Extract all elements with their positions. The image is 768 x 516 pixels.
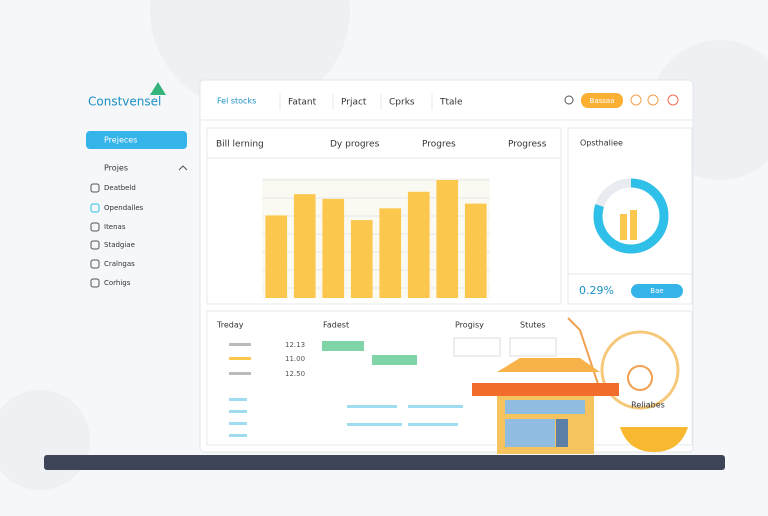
gantt-bar: [408, 405, 463, 408]
column-header: Progisy: [455, 321, 484, 330]
nav-item[interactable]: Deatbeld: [104, 184, 136, 192]
column-header: Stutes: [520, 321, 546, 330]
nav-icon: [90, 222, 100, 232]
gantt-bar: [322, 341, 364, 351]
bar: [322, 198, 345, 298]
row-value: 11.00: [285, 355, 305, 363]
gantt-bar: [347, 423, 402, 426]
bar: [379, 208, 402, 298]
nav-active-label[interactable]: Prejeces: [104, 136, 137, 145]
door: [556, 419, 568, 447]
nav-icon: [90, 259, 100, 269]
nav-item[interactable]: Itenas: [104, 223, 126, 231]
chart-tab[interactable]: Progres: [422, 140, 456, 150]
tab[interactable]: Prjact: [341, 98, 367, 108]
row-bar: [229, 398, 247, 401]
bar: [293, 194, 316, 298]
chart-tab[interactable]: Progress: [508, 140, 547, 150]
icon[interactable]: [667, 94, 679, 106]
gear: [627, 365, 653, 391]
row-bar: [229, 434, 247, 437]
tabs: Fatant Prjact Cprks Ttale: [279, 94, 463, 110]
bar: [464, 203, 487, 298]
nav-active[interactable]: [86, 131, 187, 149]
tab[interactable]: Fatant: [288, 98, 317, 108]
base-bar: [44, 455, 725, 470]
donut-title: Opsthaliee: [580, 139, 623, 148]
bar: [436, 180, 459, 298]
bg-blob: [0, 390, 90, 490]
row-bar: [229, 410, 247, 413]
row-bar: [229, 343, 251, 346]
row-value: 12.50: [285, 370, 305, 378]
top-button-label[interactable]: Bassaa: [590, 97, 615, 105]
nav-item[interactable]: Opendalles: [104, 204, 144, 212]
chart-tab[interactable]: Bill lerning: [216, 140, 264, 150]
card: [509, 337, 557, 357]
nav-item[interactable]: Corhigs: [104, 279, 131, 287]
donut-icon: [630, 210, 637, 240]
search-icon[interactable]: [564, 95, 574, 105]
logo-icon: [150, 82, 166, 95]
nav-item[interactable]: Cralngas: [104, 260, 135, 268]
chart-tab[interactable]: Dy progres: [330, 140, 380, 150]
tab[interactable]: Ttale: [439, 98, 463, 108]
caption: Reliabes: [631, 401, 665, 410]
gantt-bar: [408, 423, 458, 426]
roof: [497, 358, 600, 372]
chevron: [178, 165, 188, 171]
donut-icon: [620, 214, 627, 240]
windows: [505, 400, 585, 414]
nav-icon: [90, 240, 100, 250]
bars: [262, 179, 490, 298]
bar: [265, 215, 288, 298]
nav-icon: [90, 278, 100, 288]
column-header: Treday: [216, 321, 244, 330]
nav-icon: [90, 203, 100, 213]
donut-button-label[interactable]: Bae: [650, 287, 663, 295]
roof-band: [472, 383, 619, 396]
row-bar: [229, 422, 247, 425]
bar: [350, 220, 373, 298]
chart-tabs: Bill lerning Dy progres Progres Progress: [216, 140, 547, 150]
dropdown[interactable]: Fel stocks: [217, 97, 256, 106]
donut-arc: [593, 178, 669, 254]
gear: [600, 330, 680, 410]
row-bar: [229, 357, 251, 360]
gantt-bar: [347, 405, 397, 408]
tab[interactable]: Cprks: [389, 98, 415, 108]
donut-label: 0.29%: [579, 284, 614, 297]
nav-list: Deatbeld Opendalles Itenas Stadgiae Cralngas…: [90, 183, 144, 288]
row-value: 12.13: [285, 341, 305, 349]
donut-button[interactable]: [631, 284, 683, 298]
card: [453, 337, 501, 357]
nav-icon: [90, 183, 100, 193]
top-button[interactable]: [581, 93, 623, 108]
column-header: Fadest: [323, 321, 349, 330]
logo: Constvensel: [88, 95, 161, 109]
icon[interactable]: [647, 94, 659, 106]
bottom-panel: [206, 310, 693, 446]
bowl: [620, 427, 688, 452]
nav-section[interactable]: Projes: [104, 164, 128, 173]
row-bar: [229, 372, 251, 375]
icon[interactable]: [630, 94, 642, 106]
gantt-bar: [372, 355, 417, 365]
windows: [505, 419, 555, 447]
bottom-content: Treday Fadest Progisy Stutes 12.13 11.00 12.50: [216, 321, 546, 379]
nav-item[interactable]: Stadgiae: [104, 241, 135, 249]
bar: [407, 191, 430, 298]
